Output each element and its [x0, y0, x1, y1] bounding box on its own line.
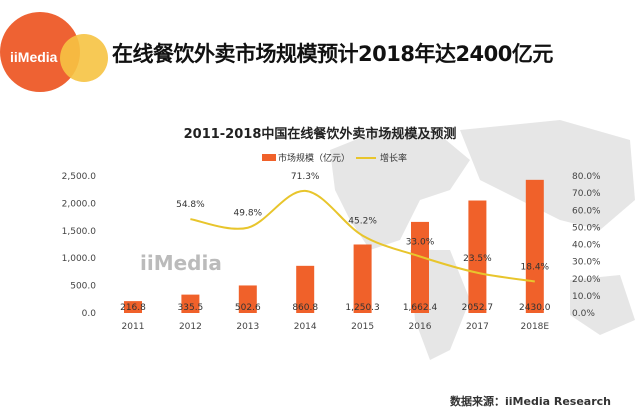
bar-label: 1,662.4 [403, 303, 438, 313]
y-right-tick: 80.0% [572, 172, 601, 182]
y-right-tick: 20.0% [572, 275, 601, 285]
bar [296, 265, 315, 313]
bar-label: 1,250.3 [345, 303, 379, 313]
legend-line-label: 增长率 [380, 152, 407, 164]
y-left-tick: 500.0 [70, 282, 96, 292]
bar [411, 221, 429, 313]
y-right-tick: 10.0% [572, 292, 601, 302]
bar-label: 502.6 [235, 303, 261, 313]
svg-text:iiMedia: iiMedia [10, 49, 58, 65]
x-tick: 2017 [466, 322, 489, 332]
y-left-tick: 1,500.0 [62, 227, 97, 237]
legend: 市场规模（亿元） 增长率 [262, 152, 407, 164]
growth-label: 54.8% [176, 200, 205, 210]
y-right-tick: 70.0% [572, 189, 601, 199]
growth-label: 45.2% [348, 217, 377, 227]
growth-label: 33.0% [406, 237, 435, 247]
growth-label: 71.3% [291, 172, 320, 182]
chart-title: 2011-2018中国在线餐饮外卖市场规模及预测 [184, 126, 457, 142]
bar [238, 285, 257, 313]
x-tick: 2015 [351, 322, 374, 332]
bar-label: 2430.0 [519, 303, 551, 313]
bar-label: 860.8 [292, 303, 318, 313]
x-tick: 2011 [122, 322, 145, 332]
x-tick: 2012 [179, 322, 202, 332]
bar-label: 335.5 [178, 303, 204, 313]
y-right-tick: 0.0% [572, 309, 595, 319]
bar [124, 301, 142, 313]
watermark: iiMedia [140, 251, 222, 275]
x-tick: 2016 [409, 322, 432, 332]
x-tick: 2018E [521, 322, 550, 332]
bar [525, 179, 544, 313]
y-right-tick: 30.0% [572, 258, 601, 268]
bar-label: 2052.7 [462, 303, 494, 313]
x-tick: 2013 [236, 322, 259, 332]
y-left-tick: 1,000.0 [62, 254, 97, 264]
x-tick: 2014 [294, 322, 317, 332]
growth-label: 23.5% [463, 254, 492, 264]
legend-bar-swatch [262, 154, 276, 161]
legend-bar-label: 市场规模（亿元） [278, 152, 350, 164]
bar-label: 216.8 [120, 303, 146, 313]
y-right-tick: 60.0% [572, 206, 601, 216]
iimedia-logo: iiMedia [0, 12, 108, 92]
growth-label: 49.8% [234, 209, 263, 219]
y-right-tick: 50.0% [572, 223, 601, 233]
bar [181, 294, 200, 313]
data-source: 数据来源：iiMedia Research [450, 395, 611, 408]
bar [468, 200, 487, 313]
y-left-tick: 2,000.0 [62, 199, 97, 209]
bar [353, 244, 372, 313]
page-headline: 在线餐饮外卖市场规模预计2018年达2400亿元 [112, 42, 553, 66]
growth-label: 18.4% [521, 262, 550, 272]
y-left-tick: 2,500.0 [62, 172, 97, 182]
y-left-tick: 0.0 [82, 309, 97, 319]
y-right-tick: 40.0% [572, 241, 601, 251]
